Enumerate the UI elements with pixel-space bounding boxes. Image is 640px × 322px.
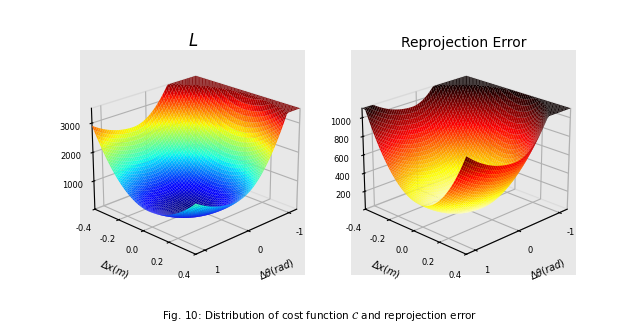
Title: $\mathit{L}$: $\mathit{L}$ [188, 32, 198, 50]
X-axis label: $\Delta\theta(rad)$: $\Delta\theta(rad)$ [257, 256, 296, 283]
Y-axis label: $\Delta x(m)$: $\Delta x(m)$ [99, 257, 132, 281]
Y-axis label: $\Delta x(m)$: $\Delta x(m)$ [369, 257, 403, 281]
Title: Reprojection Error: Reprojection Error [401, 36, 526, 50]
Text: Fig. 10: Distribution of cost function $\mathcal{C}$ and reprojection error: Fig. 10: Distribution of cost function $… [163, 309, 477, 322]
X-axis label: $\Delta\theta(rad)$: $\Delta\theta(rad)$ [527, 256, 567, 283]
